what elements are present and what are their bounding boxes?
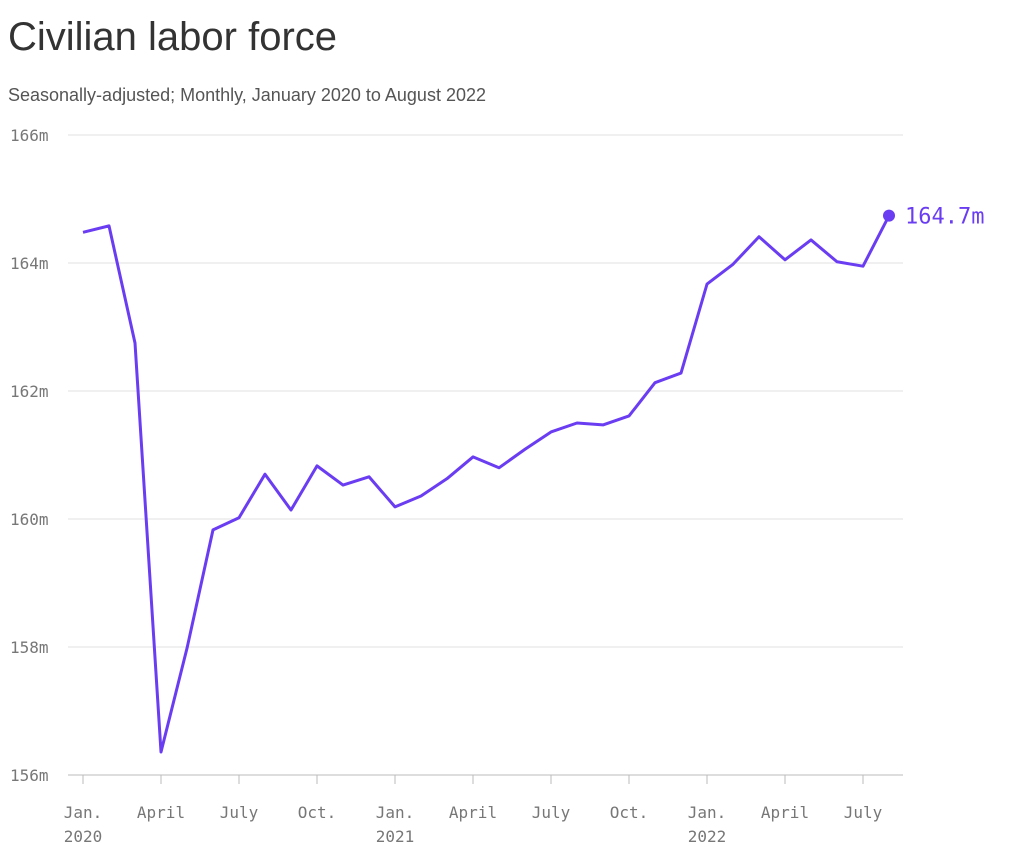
x-tick-label: Jan. <box>376 803 415 822</box>
x-tick-year: 2020 <box>64 827 103 846</box>
x-tick-label: Jan. <box>688 803 727 822</box>
y-tick-label: 158m <box>10 638 49 657</box>
y-tick-label: 164m <box>10 254 49 273</box>
x-tick-label: Oct. <box>610 803 649 822</box>
y-tick-label: 166m <box>10 126 49 145</box>
x-tick-label: Oct. <box>298 803 337 822</box>
chart-subtitle: Seasonally-adjusted; Monthly, January 20… <box>8 85 486 105</box>
end-dot <box>883 209 895 222</box>
chart-title: Civilian labor force <box>8 15 337 59</box>
x-tick-label: April <box>449 803 497 822</box>
y-tick-label: 160m <box>10 510 49 529</box>
x-tick-label: July <box>532 803 571 822</box>
x-tick-label: April <box>761 803 809 822</box>
y-tick-label: 162m <box>10 382 49 401</box>
x-tick-label: April <box>137 803 185 822</box>
x-tick-label: July <box>844 803 883 822</box>
line <box>82 214 891 754</box>
y-tick-label: 156m <box>10 766 49 785</box>
x-tick-label: Jan. <box>64 803 103 822</box>
x-tick-label: July <box>220 803 259 822</box>
end-label: 164.7m <box>905 205 984 230</box>
x-tick-year: 2021 <box>376 827 415 846</box>
x-tick-year: 2022 <box>688 827 727 846</box>
